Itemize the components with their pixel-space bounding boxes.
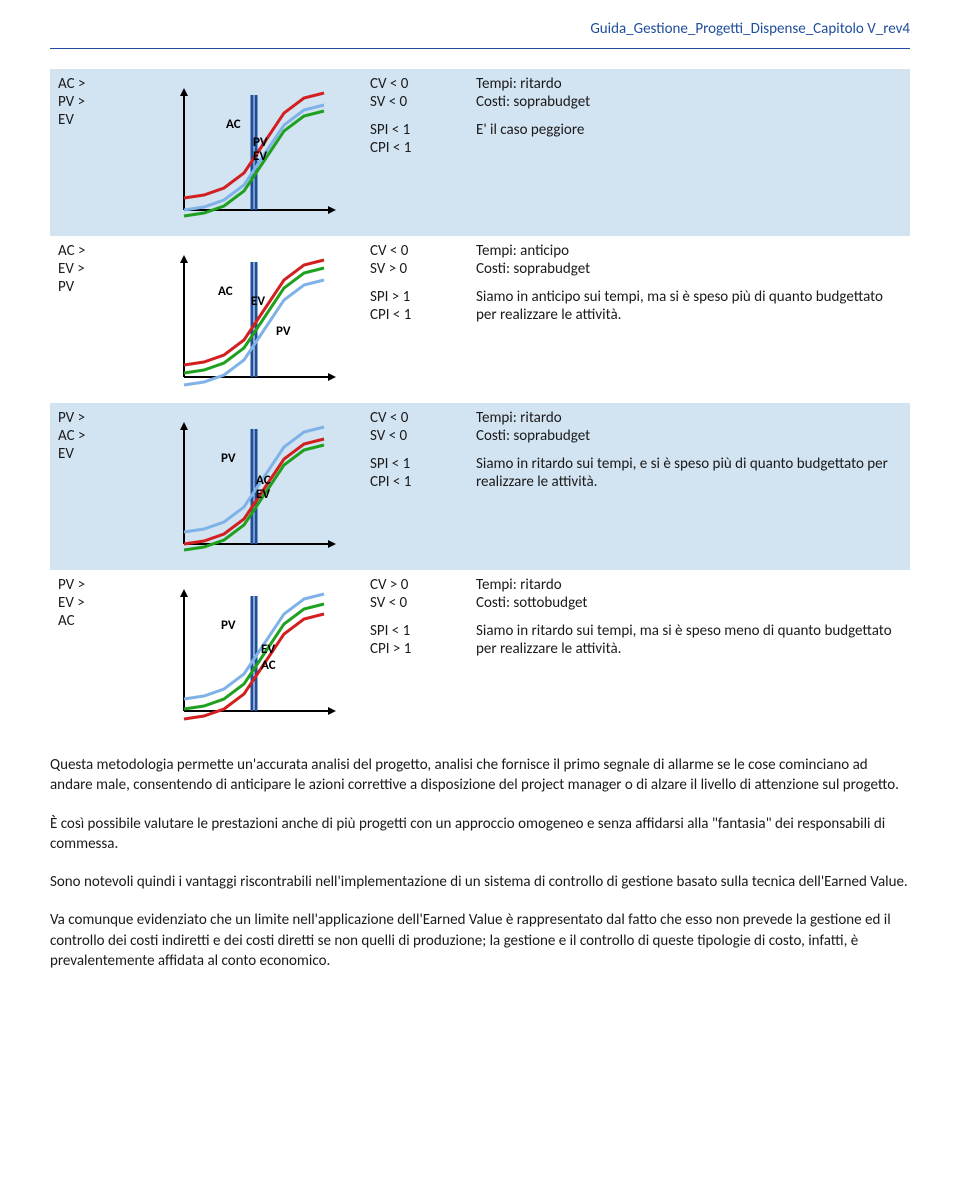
paragraph: È così possibile valutare le prestazioni… <box>50 814 910 855</box>
chart-label-pv: PV <box>221 451 236 466</box>
paragraph: Questa metodologia permette un'accurata … <box>50 755 910 796</box>
chart-label-ev: EV <box>251 294 265 309</box>
chart-cell: AC EV PV <box>156 236 362 403</box>
indices-cell: CV > 0SV < 0SPI < 1CPI > 1 <box>362 570 468 737</box>
description-cell: Tempi: ritardoCosti: soprabudgetE' il ca… <box>468 69 910 236</box>
table-row: PV >AC >EV PV ACEV CV < 0SV < 0SPI < 1CPI <… <box>50 403 910 570</box>
description-cell: Tempi: ritardoCosti: soprabudgetSiamo in… <box>468 403 910 570</box>
condition-cell: PV >AC >EV <box>50 403 156 570</box>
chart-label-ac: AC <box>256 473 271 488</box>
table-row: AC >EV >PV AC EV PV CV < 0SV > 0SPI > 1CPI <… <box>50 236 910 403</box>
paragraph: Va comunque evidenziato che un limite ne… <box>50 910 910 971</box>
chart-label-ev: EV <box>253 149 267 164</box>
chart-label-pv: PV <box>221 618 236 633</box>
condition-cell: AC >PV >EV <box>50 69 156 236</box>
chart-label-pv: PV <box>253 135 268 150</box>
header-rule <box>50 48 910 49</box>
indices-cell: CV < 0SV > 0SPI > 1CPI < 1 <box>362 236 468 403</box>
chart-cell: PV EVAC <box>156 570 362 737</box>
paragraph: Sono notevoli quindi i vantaggi riscontr… <box>50 872 910 892</box>
table-row: AC >PV >EV AC PVEV CV < 0SV < 0SPI < 1CPI <… <box>50 69 910 236</box>
chart-cell: AC PVEV <box>156 69 362 236</box>
chart-label-ac: AC <box>261 658 276 673</box>
earned-value-table: AC >PV >EVACPVEVCV < 0SV < 0SPI < 1CPI <… <box>50 69 910 737</box>
chart-label-ev: EV <box>261 642 275 657</box>
chart-label-pv: PV <box>276 324 291 339</box>
condition-cell: PV >EV >AC <box>50 570 156 737</box>
document-title: Guida_Gestione_Progetti_Dispense_Capitol… <box>590 20 910 38</box>
chart-label-ev: EV <box>256 487 270 502</box>
description-cell: Tempi: ritardoCosti: sottobudgetSiamo in… <box>468 570 910 737</box>
condition-cell: AC >EV >PV <box>50 236 156 403</box>
description-cell: Tempi: anticipoCosti: soprabudgetSiamo i… <box>468 236 910 403</box>
body-text: Questa metodologia permette un'accurata … <box>50 755 910 971</box>
indices-cell: CV < 0SV < 0SPI < 1CPI < 1 <box>362 403 468 570</box>
chart-label-ac: AC <box>218 284 233 299</box>
chart-cell: PV ACEV <box>156 403 362 570</box>
document-header: Guida_Gestione_Progetti_Dispense_Capitol… <box>50 20 910 38</box>
indices-cell: CV < 0SV < 0SPI < 1CPI < 1 <box>362 69 468 236</box>
chart-label-ac: AC <box>226 117 241 132</box>
table-row: PV >EV >AC PV EVAC CV > 0SV < 0SPI < 1CPI >… <box>50 570 910 737</box>
